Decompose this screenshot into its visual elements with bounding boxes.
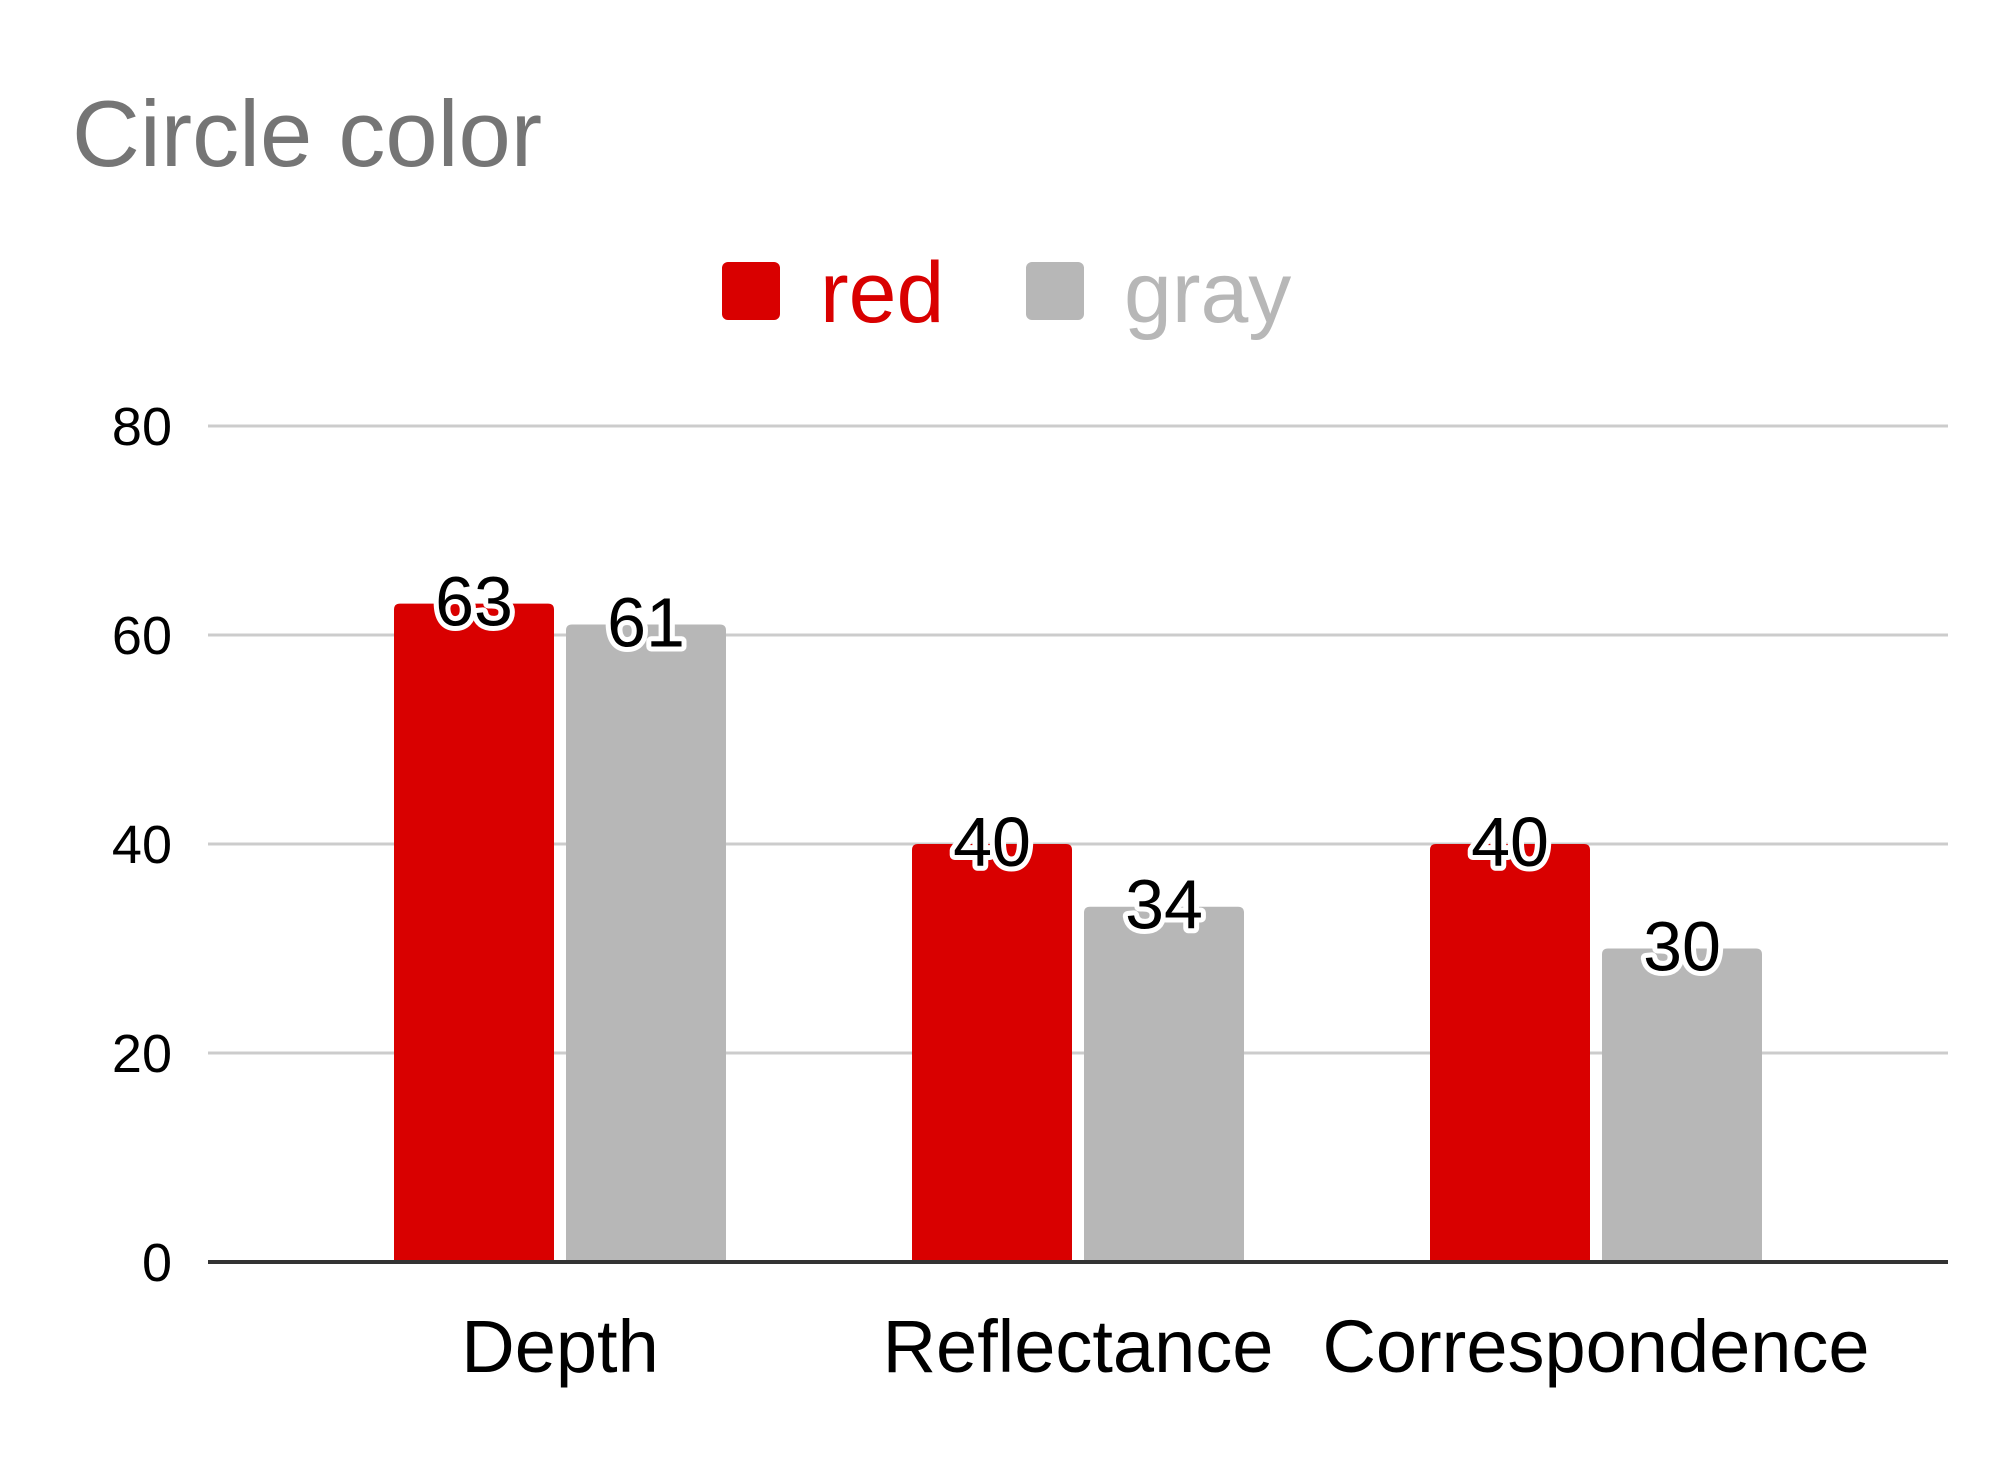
x-category-label: Reflectance (883, 1305, 1274, 1388)
legend-label: gray (1124, 245, 1291, 341)
data-label: 40 (953, 803, 1031, 881)
x-axis-labels: Depth Reflectance Correspondence (461, 1305, 1869, 1388)
data-labels: 63 61 40 34 40 30 (430, 558, 1726, 991)
data-label: 34 (1125, 866, 1203, 944)
bar-gray-correspondence (1602, 948, 1762, 1262)
legend-swatch (1026, 262, 1084, 320)
data-label: 30 (1643, 908, 1721, 986)
legend-swatch (722, 262, 780, 320)
data-label: 63 (435, 563, 513, 641)
data-label: 61 (607, 584, 685, 662)
bar-red-reflectance (912, 844, 1072, 1262)
bars (394, 603, 1762, 1262)
data-label: 40 (1471, 803, 1549, 881)
y-tick-label: 60 (112, 606, 172, 666)
bar-gray-depth (566, 624, 726, 1262)
y-tick-label: 80 (112, 397, 172, 457)
chart-title: Circle color (72, 81, 542, 186)
x-category-label: Depth (461, 1305, 658, 1388)
bar-red-depth (394, 603, 554, 1262)
y-tick-label: 40 (112, 815, 172, 875)
y-tick-label: 20 (112, 1024, 172, 1084)
bar-red-correspondence (1430, 844, 1590, 1262)
legend: red gray (722, 245, 1291, 341)
legend-item-red: red (722, 245, 944, 341)
legend-item-gray: gray (1026, 245, 1291, 341)
legend-label: red (820, 245, 944, 341)
x-category-label: Correspondence (1322, 1305, 1869, 1388)
bar-gray-reflectance (1084, 906, 1244, 1262)
y-tick-label: 0 (142, 1233, 172, 1293)
y-axis-ticks: 0 20 40 60 80 (112, 397, 172, 1293)
